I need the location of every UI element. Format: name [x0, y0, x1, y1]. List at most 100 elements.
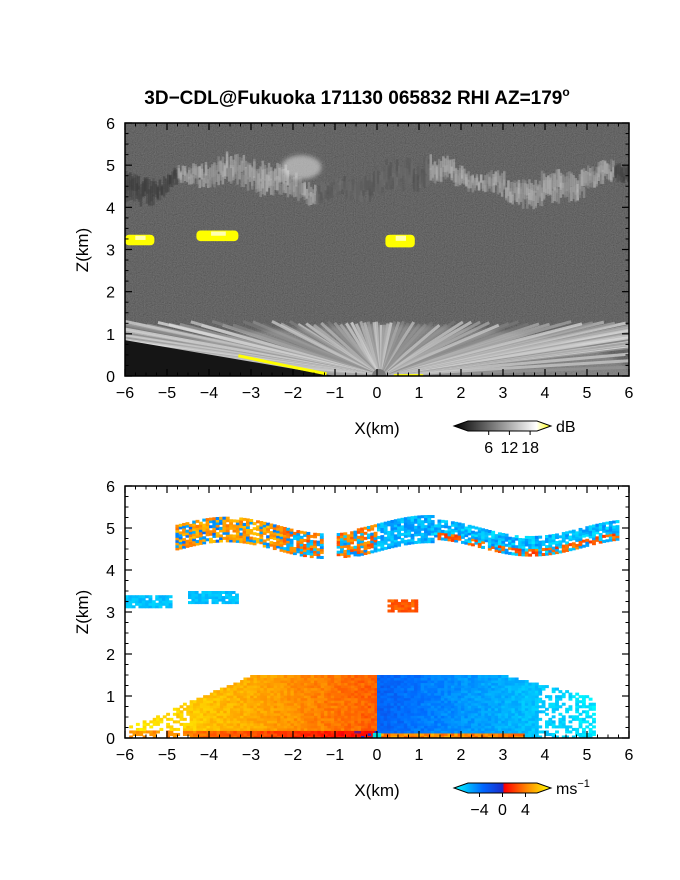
velocity-cell [565, 531, 570, 535]
velocity-cell [397, 702, 402, 706]
velocity-cell [243, 732, 248, 736]
reflectivity-echo-cell [196, 176, 199, 185]
velocity-cell [551, 549, 556, 553]
velocity-cell [407, 682, 412, 686]
reflectivity-echo-cell [269, 167, 273, 181]
velocity-cell [319, 543, 324, 547]
velocity-cell [165, 605, 170, 609]
velocity-cell [531, 730, 536, 734]
velocity-cell [501, 700, 506, 704]
velocity-cell [390, 722, 395, 726]
velocity-cell [494, 692, 499, 696]
velocity-cell [397, 730, 402, 734]
reflectivity-echo-highlight [211, 231, 226, 236]
velocity-cell [377, 528, 381, 532]
velocity-cell [303, 543, 307, 548]
reflectivity-echo-cell [488, 176, 491, 189]
velocity-cell [253, 720, 258, 724]
velocity-cell [129, 735, 134, 738]
velocity-cell [387, 707, 391, 711]
velocity-cell [156, 722, 160, 726]
velocity-cell [541, 730, 546, 734]
velocity-cell [219, 705, 224, 709]
velocity-cell [497, 732, 502, 736]
reflectivity-echo-cell [513, 188, 517, 201]
velocity-cell [581, 702, 586, 706]
velocity-cell [236, 682, 241, 686]
velocity-cell [410, 523, 415, 527]
velocity-cell [277, 710, 281, 714]
velocity-cell [175, 532, 180, 536]
velocity-cell [156, 715, 160, 719]
velocity-cell [545, 547, 549, 551]
velocity-cell [524, 687, 529, 691]
velocity-cell [464, 710, 469, 714]
velocity-cell [377, 548, 381, 552]
velocity-cell [226, 685, 231, 689]
velocity-cell [243, 707, 248, 711]
velocity-cell [504, 697, 509, 701]
velocity-cell [508, 702, 512, 706]
velocity-cell [390, 522, 395, 526]
velocity-cell [320, 722, 325, 726]
velocity-cell [374, 682, 379, 686]
velocity-cell [497, 537, 502, 541]
velocity-cell [206, 695, 211, 699]
velocity-cell [297, 705, 302, 709]
velocity-cell [397, 536, 402, 540]
velocity-cell [324, 682, 328, 686]
velocity-cell [158, 595, 163, 599]
velocity-cell [259, 523, 264, 527]
velocity-cell [240, 710, 244, 714]
velocity-cell [555, 735, 559, 738]
velocity-cell [585, 533, 590, 537]
velocity-cell [484, 531, 489, 535]
velocity-cell [317, 710, 322, 714]
velocity-cell [243, 685, 248, 689]
velocity-cell [450, 700, 455, 704]
velocity-cell [390, 720, 395, 724]
reflectivity-echo-cell [416, 175, 420, 192]
reflectivity-echo-cell [188, 169, 191, 180]
velocity-cell [528, 727, 533, 731]
velocity-cell [403, 715, 408, 719]
velocity-cell [266, 702, 271, 706]
velocity-cell [252, 539, 257, 543]
velocity-cell [397, 609, 402, 613]
velocity-cell [383, 690, 388, 694]
velocity-cell [240, 687, 244, 691]
reflectivity-echo-cell [427, 168, 430, 186]
velocity-cell [266, 545, 270, 549]
velocity-cell [575, 715, 580, 719]
reflectivity-echo-cell [618, 171, 622, 181]
velocity-cell [260, 682, 265, 686]
velocity-cell [209, 710, 214, 714]
velocity-cell [279, 543, 284, 547]
velocity-cell [347, 700, 352, 704]
reflectivity-echo-cell [215, 170, 218, 181]
velocity-cell [444, 727, 449, 731]
velocity-cell [340, 707, 345, 711]
velocity-cell [366, 533, 371, 537]
velocity-cell [226, 730, 231, 734]
velocity-cell [387, 727, 391, 731]
reflectivity-echo-cell [131, 186, 134, 200]
velocity-cell [259, 521, 264, 525]
velocity-cell [293, 695, 298, 699]
velocity-cell [555, 535, 559, 539]
velocity-cell [491, 680, 496, 684]
velocity-cell [176, 720, 181, 724]
velocity-cell [424, 725, 428, 729]
velocity-cell [356, 553, 361, 557]
velocity-cell [303, 680, 308, 684]
velocity-cell [361, 717, 365, 721]
reflectivity-echo-cell [479, 174, 483, 183]
velocity-cell [189, 730, 194, 734]
velocity-cell [233, 692, 238, 696]
velocity-cell [494, 544, 499, 548]
velocity-cell [481, 540, 486, 544]
velocity-cell [230, 715, 234, 719]
velocity-cell [243, 705, 248, 709]
velocity-cell [437, 519, 442, 523]
velocity-cell [178, 531, 183, 535]
